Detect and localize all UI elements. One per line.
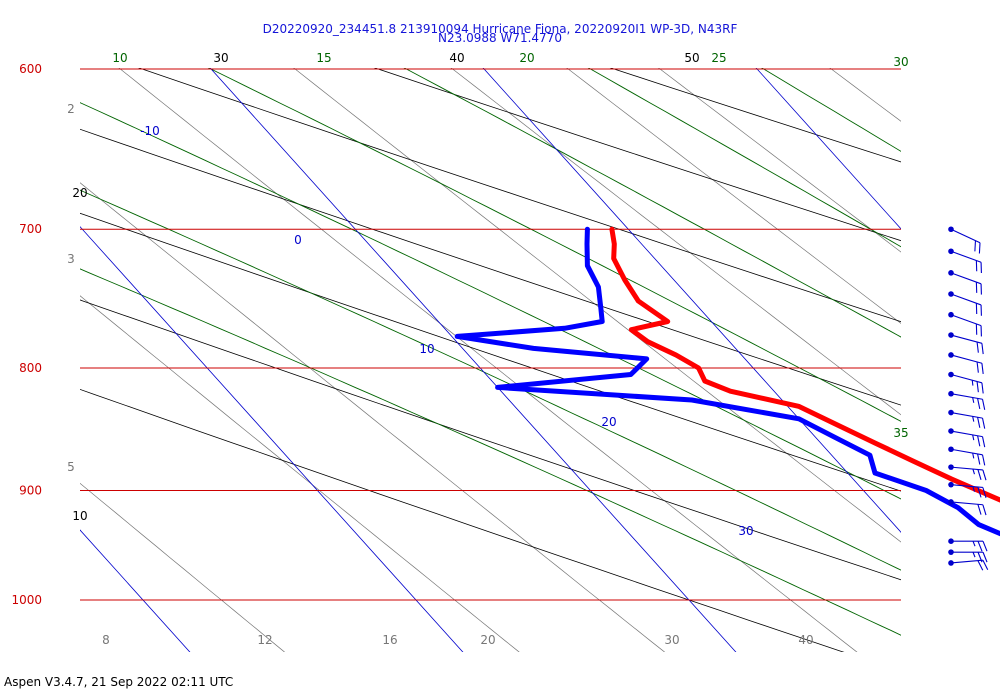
dewpoint-profile-line — [454, 226, 1000, 537]
moist-adiabat-line — [403, 68, 901, 338]
mixing-ratio-line — [293, 68, 901, 543]
mixing-ratio-label: 30 — [664, 633, 679, 647]
mixing-ratio-label: 12 — [257, 633, 272, 647]
chart-subtitle: N23.0988 W71.4770 — [438, 31, 562, 45]
theta-e-label: 20 — [519, 51, 534, 65]
isotherm-line — [80, 226, 464, 652]
theta-label: 20 — [72, 186, 87, 200]
pressure-tick-label: 1000 — [11, 593, 42, 607]
temperature-label: 0 — [294, 233, 302, 247]
theta-label: 40 — [449, 51, 464, 65]
pressure-tick-label: 700 — [19, 222, 42, 236]
isotherm-line — [209, 68, 737, 652]
wind-barb — [948, 352, 984, 375]
dry-adiabat-line — [609, 68, 901, 163]
mixing-ratio-line — [80, 295, 520, 652]
wind-barb — [948, 464, 987, 481]
pressure-tick-label: 900 — [19, 483, 42, 497]
wind-barb — [948, 409, 986, 429]
moist-adiabat-line — [813, 0, 1000, 699]
mixing-ratio-label: 5 — [67, 460, 75, 474]
mixing-ratio-line — [566, 68, 901, 324]
wind-barb — [948, 390, 986, 410]
mixing-ratio-line — [80, 182, 666, 652]
wind-barb — [948, 446, 986, 466]
mixing-ratio-label: 16 — [382, 633, 397, 647]
theta-e-label: 30 — [893, 55, 908, 69]
wind-barb — [948, 428, 986, 448]
dry-adiabat-line — [373, 68, 901, 242]
wind-barb — [948, 499, 987, 516]
temperature-label: 30 — [738, 524, 753, 538]
theta-label: 50 — [684, 51, 699, 65]
pressure-tick-label: 600 — [19, 62, 42, 76]
mixing-ratio-line — [450, 68, 901, 416]
footer-version: Aspen V3.4.7, 21 Sep 2022 02:11 UTC — [4, 675, 234, 689]
isotherm-line — [755, 68, 901, 230]
mixing-ratio-line — [859, 0, 1000, 699]
mixing-ratio-label: 8 — [102, 633, 110, 647]
isotherm-line — [482, 68, 901, 533]
moist-adiabat-line — [761, 68, 901, 152]
mixing-ratio-line — [80, 482, 286, 652]
theta-e-label: 35 — [893, 426, 908, 440]
moist-adiabat-line — [587, 68, 901, 248]
pressure-tick-label: 800 — [19, 361, 42, 375]
sounding-profiles — [454, 226, 1000, 537]
temperature-label: -10 — [140, 124, 160, 138]
theta-e-label: 15 — [316, 51, 331, 65]
wind-barb — [948, 559, 989, 571]
wind-barb — [948, 332, 984, 355]
wind-barb — [948, 291, 982, 316]
mixing-ratio-line — [658, 68, 901, 253]
wind-barb — [948, 549, 988, 563]
wind-barb — [948, 538, 988, 552]
isotherm-line — [80, 529, 191, 652]
temperature-label: 10 — [419, 342, 434, 356]
isobars: 600 700 800 900 1000 — [11, 62, 901, 607]
temperature-label: 20 — [601, 415, 616, 429]
mixing-ratio-label: 20 — [480, 633, 495, 647]
theta-e-label: 25 — [711, 51, 726, 65]
mixing-ratio-label: 40 — [798, 633, 813, 647]
theta-e-label: 10 — [112, 51, 127, 65]
wind-barb — [948, 371, 984, 394]
chart-title: D20220920_234451.8 213910094 Hurricane F… — [262, 22, 738, 36]
wind-barb — [948, 226, 981, 254]
mixing-ratio-line — [118, 68, 858, 652]
mixing-ratio-label: 3 — [67, 252, 75, 266]
wind-barb — [948, 481, 987, 498]
wind-barb — [948, 311, 982, 337]
mixing-ratio-line — [829, 68, 901, 122]
theta-label: 30 — [213, 51, 228, 65]
wind-barb — [948, 270, 982, 295]
mixing-ratio-label: 2 — [67, 102, 75, 116]
temperature-profile-line — [609, 226, 1000, 503]
wind-barbs — [948, 226, 989, 571]
moist-adiabat-line — [207, 68, 901, 422]
wind-barb — [948, 248, 982, 274]
theta-label: 10 — [72, 509, 87, 523]
